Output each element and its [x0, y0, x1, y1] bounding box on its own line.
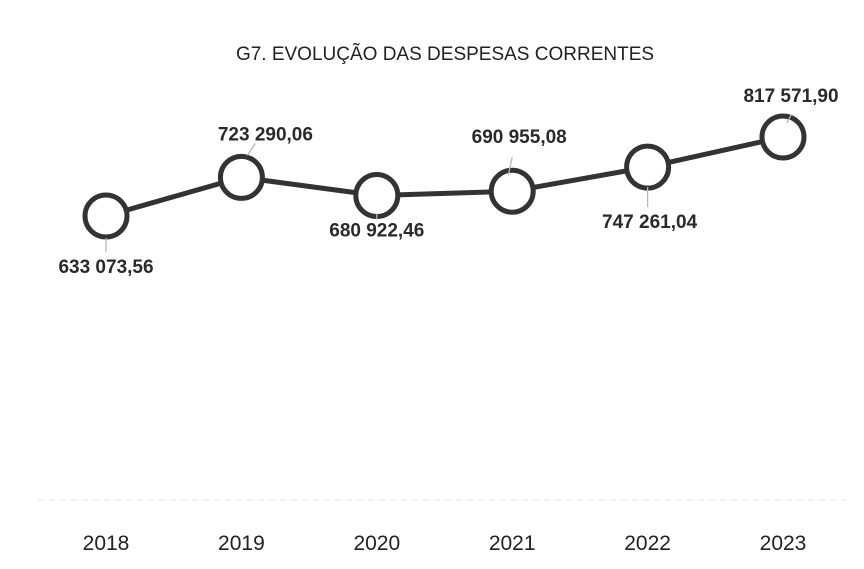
data-point-2021 — [488, 167, 536, 215]
data-point-2023 — [759, 113, 807, 161]
x-axis-ticks: 2018 2019 2020 2021 2022 2023 — [83, 532, 807, 555]
data-label-2018: 633 073,56 — [58, 257, 153, 278]
data-label-2023: 817 571,90 — [743, 86, 838, 107]
data-label-2020: 680 922,46 — [329, 221, 424, 242]
label-layer: 633 073,56 723 290,06 680 922,46 690 955,08… — [58, 86, 838, 278]
data-label-2019: 723 290,06 — [218, 124, 313, 145]
leader-line-2021 — [507, 157, 513, 176]
data-label-2022: 747 261,04 — [602, 212, 698, 233]
data-point-2020 — [353, 172, 401, 220]
data-point-2019 — [217, 153, 265, 201]
data-point-2018 — [82, 192, 130, 240]
x-tick-label-2020: 2020 — [353, 532, 400, 555]
x-tick-label-2021: 2021 — [489, 532, 536, 555]
x-tick-label-2018: 2018 — [83, 532, 130, 555]
x-tick-label-2023: 2023 — [760, 532, 807, 555]
series-line — [105, 134, 784, 219]
data-label-2021: 690 955,08 — [472, 127, 567, 148]
leader-line-2023 — [786, 114, 792, 124]
chart-title: G7. EVOLUÇÃO DAS DESPESAS CORRENTES — [236, 43, 654, 65]
x-tick-label-2022: 2022 — [624, 532, 671, 555]
data-point-2022 — [624, 143, 672, 191]
series-layer — [82, 113, 807, 240]
leader-line-2019 — [246, 143, 256, 156]
x-tick-label-2019: 2019 — [218, 532, 265, 555]
